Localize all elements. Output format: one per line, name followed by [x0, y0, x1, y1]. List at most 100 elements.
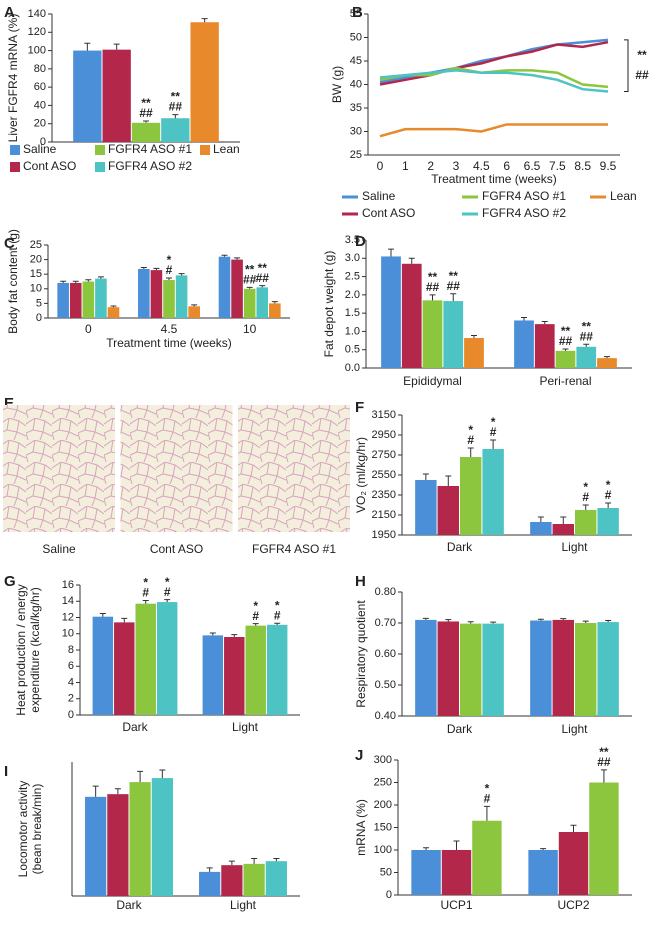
error-bar	[467, 621, 474, 624]
error-bar	[445, 475, 452, 486]
error-bar	[605, 502, 612, 508]
y-tick-label: 250	[374, 776, 392, 788]
bar	[82, 281, 95, 318]
panel-letter: G	[4, 573, 16, 590]
significance-mark: #	[164, 585, 171, 599]
y-tick-label: 25	[350, 149, 362, 161]
significance-mark: *	[468, 423, 473, 437]
legend-symbol	[200, 145, 210, 155]
significance-mark: *	[583, 480, 588, 494]
y-axis-label: (bean break/min)	[30, 784, 44, 875]
error-bar	[121, 617, 128, 623]
y-tick-label: 2150	[372, 509, 396, 521]
panel-letter: A	[4, 4, 15, 21]
error-bar	[259, 285, 266, 288]
y-tick-label: 2550	[372, 469, 396, 481]
bar	[575, 510, 597, 535]
bar	[558, 832, 589, 895]
bar	[460, 623, 482, 716]
error-bar	[143, 120, 149, 123]
image-label: Saline	[42, 542, 76, 556]
bar	[161, 118, 190, 142]
bar	[411, 850, 441, 895]
y-tick-label: 50	[350, 31, 362, 43]
y-tick-label: 1950	[372, 529, 396, 541]
legend-symbol	[95, 162, 105, 172]
y-tick-label: 15	[30, 268, 42, 280]
panel-letter: B	[352, 4, 363, 21]
error-bar	[582, 504, 589, 510]
x-tick-label: Peri-renal	[539, 374, 591, 388]
significance-mark: *	[143, 576, 148, 590]
bar	[57, 282, 69, 318]
bar	[597, 622, 619, 716]
legend-label: FGFR4 ASO #1	[482, 189, 566, 203]
significance-mark: **	[428, 270, 438, 284]
y-axis-label: mRNA (%)	[354, 799, 368, 856]
bar	[514, 320, 534, 368]
error-bar	[562, 348, 569, 351]
x-tick-label: 3	[453, 159, 460, 173]
bar	[266, 624, 288, 715]
y-tick-label: 0	[386, 889, 392, 901]
y-axis-label: BW (g)	[330, 66, 344, 103]
y-axis-label: Liver FGFR4 mRNA (%)	[6, 14, 20, 143]
image-label: FGFR4 ASO #1	[252, 542, 336, 556]
bar	[135, 603, 156, 715]
bar	[231, 259, 243, 318]
panel-letter: I	[4, 763, 8, 780]
y-tick-label: 12	[62, 611, 74, 623]
error-bar	[445, 619, 452, 622]
bar	[138, 268, 150, 318]
bar	[576, 346, 597, 368]
y-tick-label: 2950	[372, 429, 396, 441]
y-axis-label: Fat depot weight (g)	[322, 251, 336, 358]
y-tick-label: 150	[374, 821, 392, 833]
y-tick-label: 4	[68, 676, 74, 688]
error-bar	[273, 857, 280, 862]
bracket	[624, 39, 629, 93]
significance-mark: #	[166, 263, 173, 277]
error-bar	[429, 294, 436, 301]
significance-mark: **	[582, 319, 592, 333]
significance-mark: ##	[597, 755, 611, 769]
error-bar	[153, 267, 160, 271]
histology-image	[120, 405, 233, 532]
significance-mark: **	[141, 96, 151, 110]
y-tick-label: 140	[28, 8, 46, 20]
bar	[597, 358, 617, 368]
significance-mark: ##	[447, 279, 461, 293]
bar	[114, 622, 135, 715]
error-bar	[467, 447, 474, 457]
y-tick-label: 20	[34, 118, 46, 130]
legend-symbol	[10, 145, 20, 155]
error-bar	[209, 632, 216, 636]
error-bar	[84, 42, 91, 51]
line	[379, 123, 608, 138]
y-tick-label: 0.0	[345, 362, 360, 374]
bar	[131, 122, 161, 142]
error-bar	[408, 257, 415, 264]
y-tick-label: 8	[68, 644, 74, 656]
bar	[401, 263, 422, 368]
y-tick-label: 120	[28, 26, 46, 38]
significance-mark: **	[561, 324, 571, 338]
y-tick-label: 80	[34, 63, 46, 75]
significance-mark: **	[637, 48, 647, 62]
bar	[575, 623, 597, 716]
significance-mark: **	[171, 90, 181, 104]
histology-image	[238, 405, 350, 532]
significance-mark: #	[252, 609, 259, 623]
error-bar	[490, 439, 497, 449]
y-tick-label: 0	[68, 709, 74, 721]
y-tick-label: 3.5	[345, 234, 360, 246]
error-bar	[191, 304, 198, 307]
panel-letter: F	[355, 399, 364, 416]
y-tick-label: 10	[62, 628, 74, 640]
y-tick-label: 35	[350, 102, 362, 114]
error-bar	[113, 43, 120, 50]
x-tick-label: Epididymal	[403, 374, 462, 388]
bar	[530, 620, 552, 716]
y-tick-label: 1.5	[345, 307, 360, 319]
significance-mark: #	[142, 586, 149, 600]
